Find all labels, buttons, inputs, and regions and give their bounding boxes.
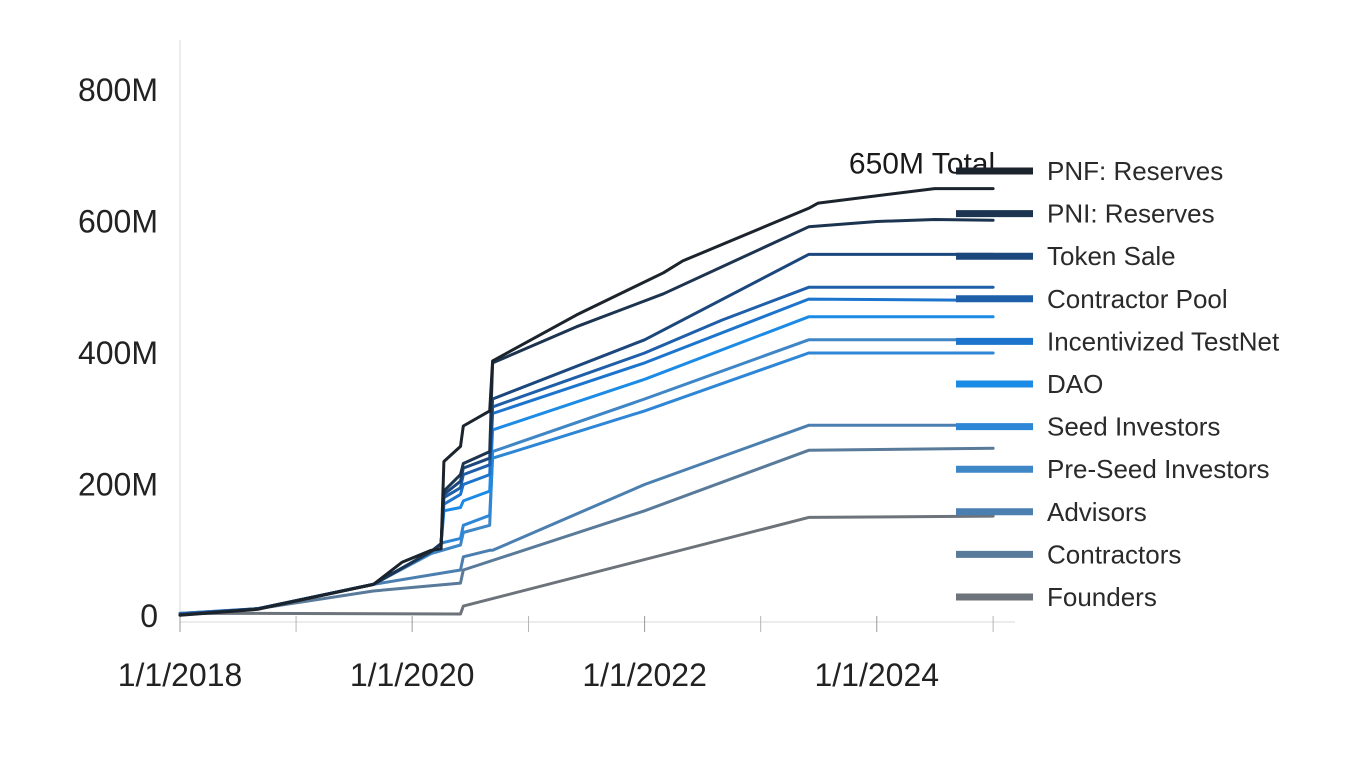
legend-label: PNI: Reserves bbox=[1047, 199, 1215, 229]
legend-label: Seed Investors bbox=[1047, 412, 1220, 442]
legend-label: Pre-Seed Investors bbox=[1047, 454, 1270, 484]
series-line-2 bbox=[178, 218, 995, 617]
legend-label: Contractors bbox=[1047, 539, 1181, 569]
legend-label: Token Sale bbox=[1047, 241, 1176, 271]
reference-line-group: 650M Total bbox=[100, 148, 995, 188]
y-tick-label: 0 bbox=[140, 598, 158, 634]
legend-label: DAO bbox=[1047, 369, 1103, 399]
series-lines bbox=[178, 187, 995, 617]
legend-label: Incentivized TestNet bbox=[1047, 326, 1280, 356]
x-tick-label: 1/1/2018 bbox=[118, 657, 243, 693]
legend-label: PNF: Reserves bbox=[1047, 156, 1223, 186]
series-line-5 bbox=[178, 297, 995, 616]
x-tick-label: 1/1/2020 bbox=[350, 657, 475, 693]
y-tick-label: 200M bbox=[78, 467, 158, 503]
legend: PNF: Reserves PNI: Reserves Token Sale Cont… bbox=[956, 156, 1280, 612]
x-tick-label: 1/1/2024 bbox=[814, 657, 939, 693]
series-line-10 bbox=[178, 446, 995, 615]
x-axis: 1/1/2018 1/1/2020 1/1/2022 1/1/2024 bbox=[118, 616, 1015, 693]
reference-line-label: 650M Total bbox=[849, 148, 995, 181]
legend-label: Contractor Pool bbox=[1047, 284, 1228, 314]
series-line-11 bbox=[178, 514, 995, 616]
y-tick-label: 600M bbox=[78, 204, 158, 240]
legend-label: Founders bbox=[1047, 582, 1157, 612]
series-line-9 bbox=[178, 423, 995, 615]
y-axis: 0 200M 400M 600M 800M bbox=[78, 40, 181, 634]
x-tick-label: 1/1/2022 bbox=[582, 657, 707, 693]
legend-label: Advisors bbox=[1047, 497, 1147, 527]
series-line-1 bbox=[178, 187, 995, 617]
y-tick-label: 400M bbox=[78, 335, 158, 371]
y-tick-label: 800M bbox=[78, 72, 158, 108]
